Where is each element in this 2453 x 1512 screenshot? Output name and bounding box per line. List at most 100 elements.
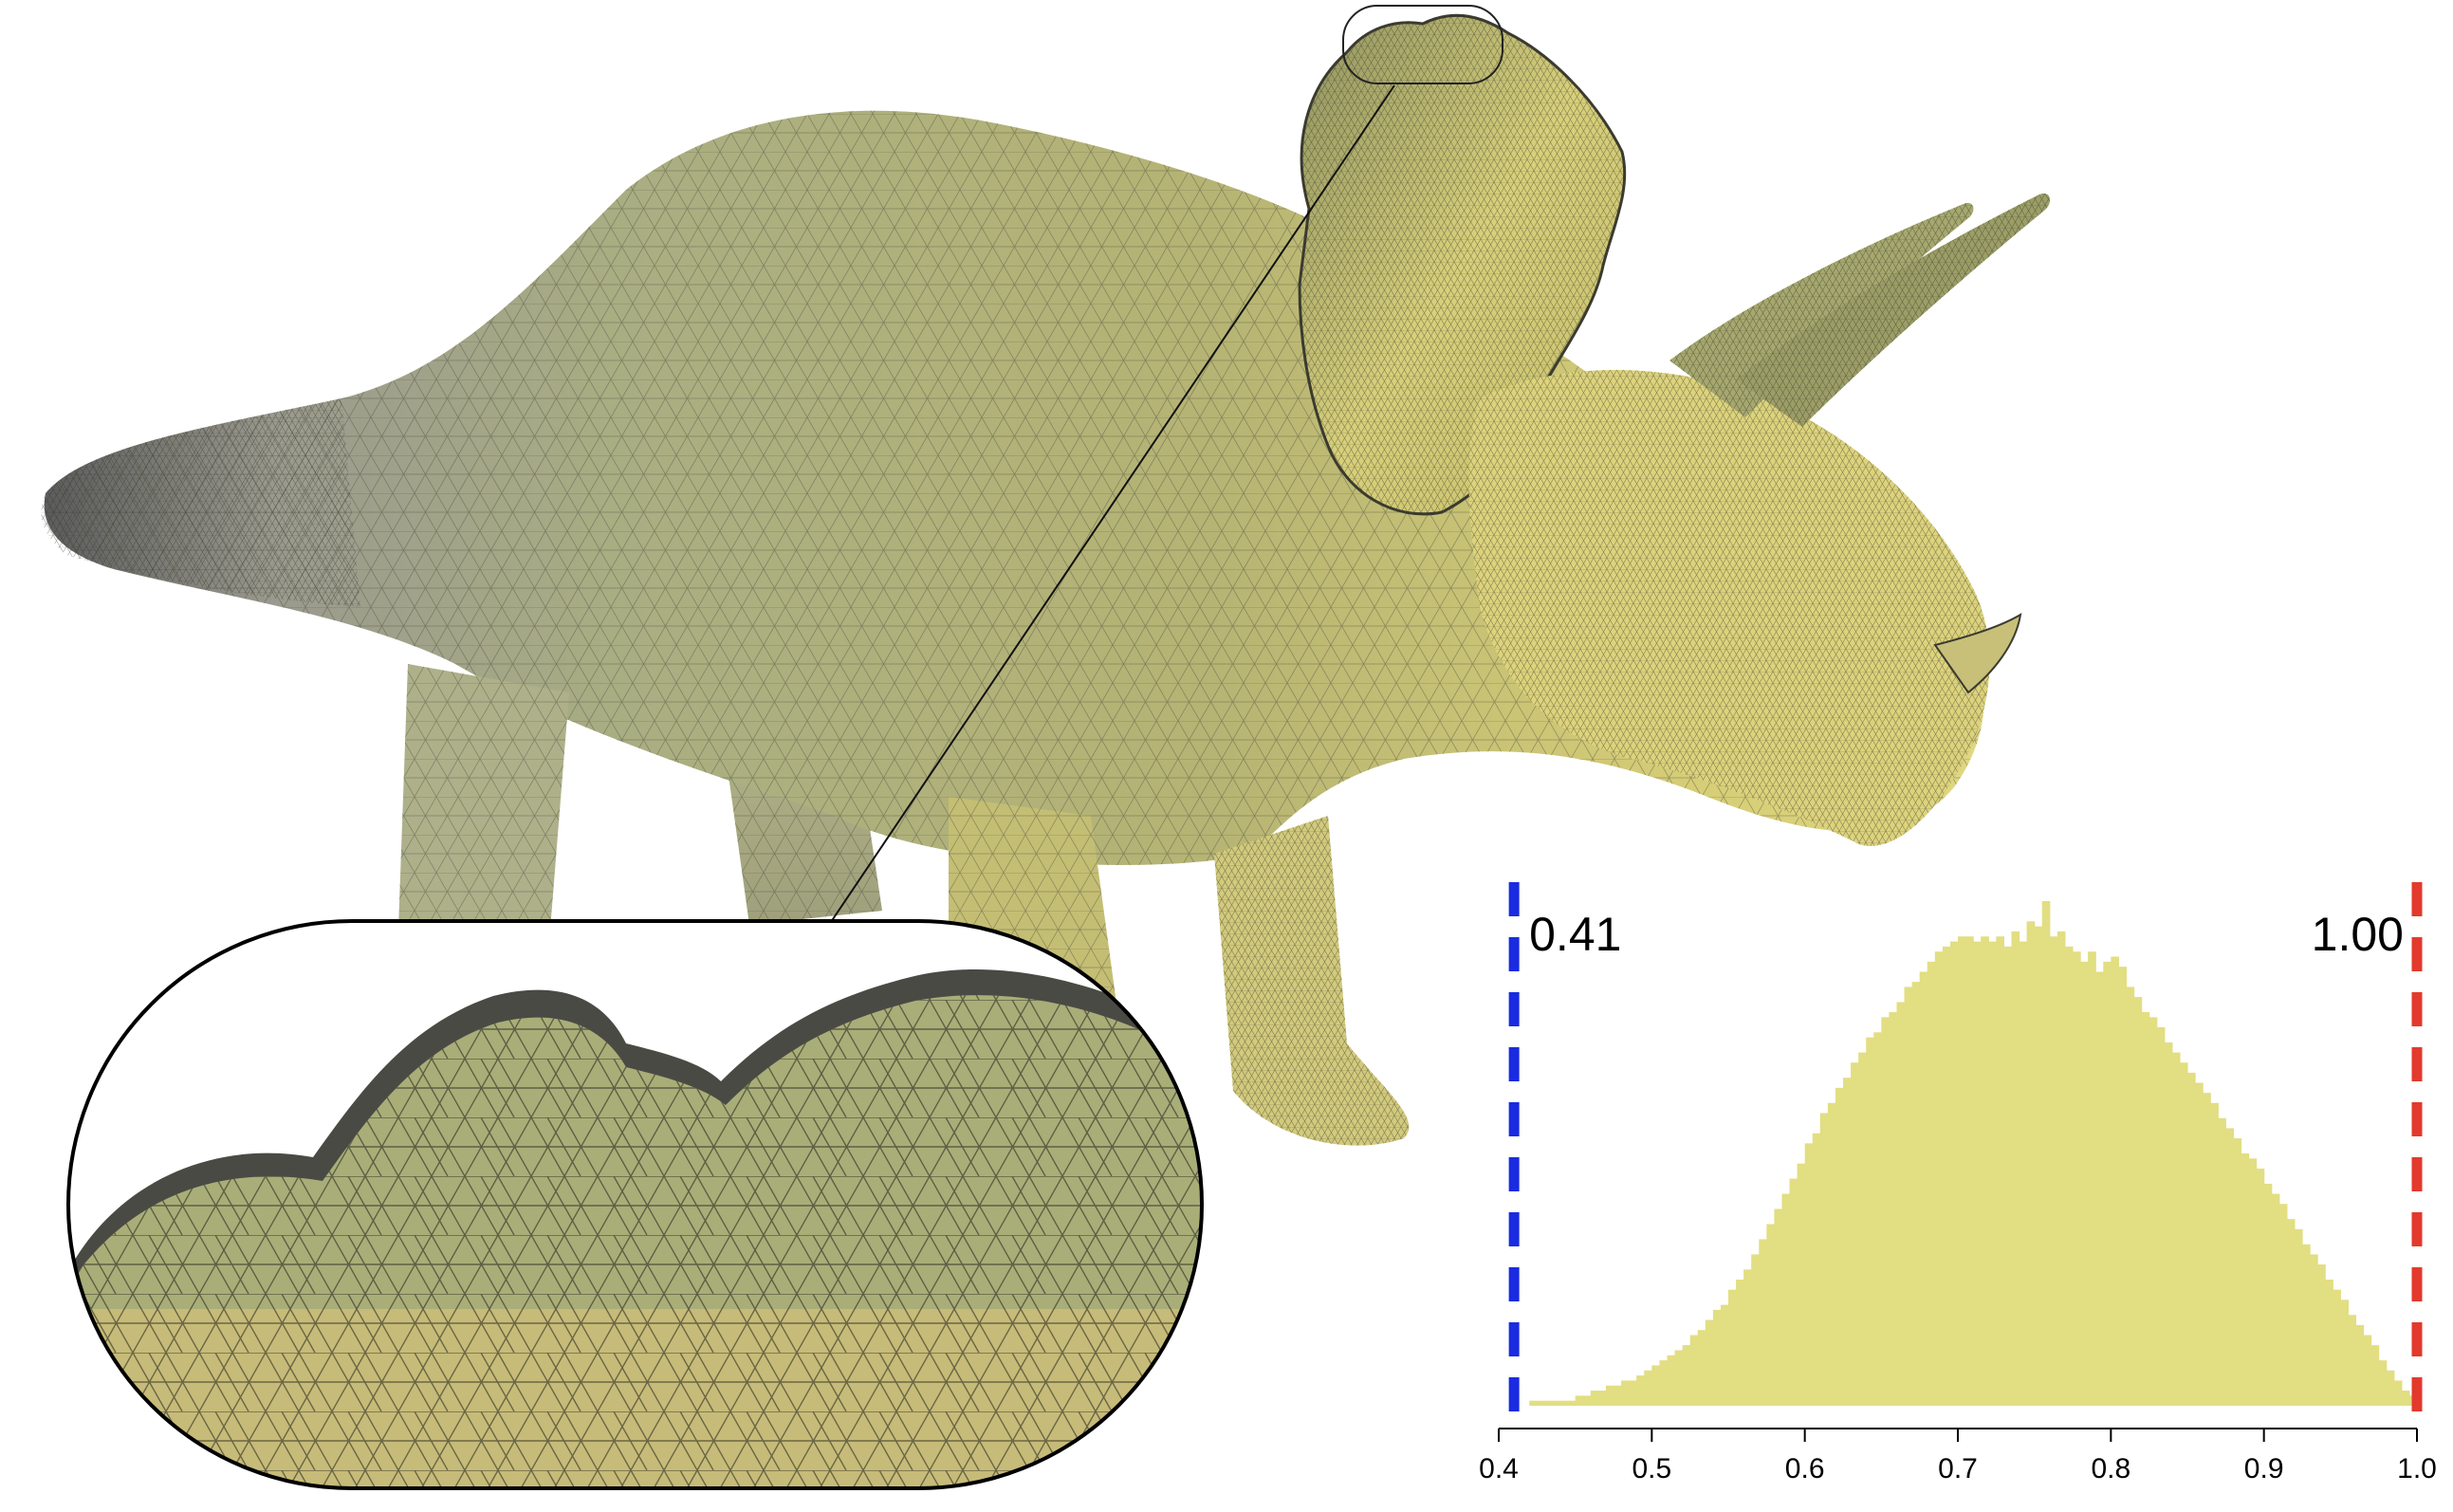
brow-horns-mesh bbox=[1669, 193, 2051, 427]
histogram-bar bbox=[1590, 1391, 1599, 1406]
histogram-bar bbox=[1881, 1017, 1890, 1406]
histogram-bar bbox=[2080, 961, 2089, 1406]
histogram-bar bbox=[1958, 936, 1966, 1406]
x-axis-ticks: 0.4 0.5 0.6 0.7 0.8 0.9 1.0 bbox=[1479, 1429, 2437, 1484]
histogram-bar bbox=[1651, 1365, 1660, 1406]
histogram-bar bbox=[2149, 1017, 2158, 1406]
histogram-bar bbox=[1942, 946, 1951, 1406]
x-tick-label: 0.8 bbox=[2091, 1453, 2130, 1484]
histogram-bar bbox=[1781, 1193, 1791, 1406]
x-tick-label: 0.9 bbox=[2244, 1453, 2284, 1484]
histogram-bar bbox=[1919, 971, 1928, 1406]
inset-border bbox=[66, 919, 1204, 1490]
histogram-bar bbox=[1889, 1012, 1898, 1406]
histogram-bar bbox=[1728, 1289, 1737, 1406]
histogram-bar bbox=[2156, 1027, 2166, 1406]
histogram-bar bbox=[2225, 1128, 2234, 1406]
histogram-bar bbox=[1981, 936, 1989, 1406]
histogram-bar bbox=[1896, 1002, 1906, 1406]
histogram-bar bbox=[1575, 1395, 1584, 1406]
histogram-bar bbox=[1682, 1345, 1691, 1406]
histogram-bar bbox=[2363, 1335, 2372, 1406]
histogram-bar bbox=[2011, 931, 2020, 1406]
histogram-bar bbox=[1835, 1087, 1844, 1406]
histogram-bar bbox=[2401, 1391, 2410, 1406]
histogram-bar bbox=[1529, 1400, 1538, 1406]
zoom-inset bbox=[66, 919, 1204, 1490]
front-far-leg-mesh bbox=[1214, 816, 1410, 1146]
histogram-bar bbox=[1751, 1254, 1760, 1406]
histogram-bar bbox=[1644, 1370, 1652, 1406]
histogram-bar bbox=[2026, 921, 2036, 1406]
zoom-leader-line bbox=[830, 84, 1395, 923]
x-tick-label: 0.7 bbox=[1938, 1453, 1978, 1484]
histogram-bar bbox=[1789, 1178, 1798, 1406]
histogram-bar bbox=[2210, 1102, 2219, 1406]
histogram-bar bbox=[2133, 997, 2143, 1406]
max-marker-label: 1.00 bbox=[2312, 908, 2404, 961]
histogram-bar bbox=[2126, 986, 2135, 1406]
histogram-bar bbox=[2141, 1012, 2150, 1406]
histogram-bar bbox=[2003, 946, 2013, 1406]
back-near-leg-mesh bbox=[398, 664, 569, 930]
triceratops-mesh bbox=[41, 5, 2051, 1146]
nose-horn bbox=[1933, 613, 2022, 694]
histogram-bar bbox=[1934, 951, 1944, 1406]
quality-histogram: 0.41 1.00 0.4 0.5 0.6 0.7 0.8 0.9 1.0 bbox=[1479, 882, 2437, 1484]
histogram-bar bbox=[2195, 1082, 2204, 1406]
histogram-bar bbox=[1552, 1400, 1561, 1406]
head-mesh bbox=[1468, 370, 1990, 846]
histogram-bar bbox=[2340, 1300, 2349, 1406]
histogram-bar bbox=[2348, 1315, 2357, 1406]
histogram-bar bbox=[1712, 1309, 1722, 1406]
zoom-source-frame bbox=[1342, 5, 1503, 84]
histogram-bar bbox=[1843, 1078, 1852, 1406]
histogram-bar bbox=[1996, 936, 2004, 1406]
histogram-bar bbox=[1629, 1380, 1637, 1406]
histogram-bar bbox=[1743, 1269, 1752, 1406]
histogram-bar bbox=[2164, 1042, 2173, 1406]
histogram-markers: 0.41 1.00 bbox=[1508, 882, 2423, 1427]
histogram-bar bbox=[1819, 1113, 1829, 1406]
histogram-bar bbox=[1689, 1335, 1699, 1406]
histogram-bar bbox=[1636, 1375, 1645, 1406]
histogram-bar bbox=[1965, 936, 1974, 1406]
histogram-bar bbox=[1720, 1304, 1729, 1406]
histogram-bar bbox=[1774, 1208, 1783, 1406]
histogram-bar bbox=[2179, 1062, 2188, 1406]
histogram-bar bbox=[2187, 1072, 2196, 1406]
histogram-bar bbox=[2019, 941, 2028, 1406]
histogram-bar bbox=[2294, 1228, 2303, 1406]
x-tick-label: 0.5 bbox=[1632, 1453, 1671, 1484]
histogram-bar bbox=[2118, 967, 2128, 1406]
tail-tip bbox=[41, 398, 361, 607]
histogram-bar bbox=[1537, 1400, 1545, 1406]
body-mesh bbox=[44, 110, 1984, 865]
histogram-bar bbox=[1904, 986, 1913, 1406]
histogram-bar bbox=[2325, 1280, 2333, 1406]
histogram-bar bbox=[2393, 1380, 2403, 1406]
histogram-bar bbox=[1559, 1400, 1569, 1406]
x-tick-label: 0.6 bbox=[1785, 1453, 1825, 1484]
histogram-bar bbox=[1804, 1143, 1814, 1406]
histogram-bar bbox=[1949, 941, 1959, 1406]
histogram-bar bbox=[2056, 931, 2066, 1406]
histogram-bar bbox=[2203, 1093, 2211, 1406]
histogram-bar bbox=[2248, 1158, 2258, 1406]
histogram-bar bbox=[1674, 1350, 1684, 1406]
histogram-bar bbox=[1621, 1380, 1630, 1406]
histogram-bar bbox=[1858, 1052, 1867, 1406]
histogram-bar bbox=[2271, 1193, 2280, 1406]
histogram-bar bbox=[2218, 1117, 2226, 1406]
histogram-bar bbox=[1988, 941, 1997, 1406]
histogram-bar bbox=[2064, 946, 2074, 1406]
histogram-bar bbox=[1873, 1032, 1882, 1406]
histogram-bar bbox=[1582, 1395, 1592, 1406]
histogram-bar bbox=[2103, 961, 2112, 1406]
histogram-bar bbox=[1759, 1239, 1767, 1406]
histogram-bar bbox=[1866, 1037, 1874, 1406]
histogram-bar bbox=[1597, 1391, 1607, 1406]
histogram-bar bbox=[2241, 1153, 2250, 1406]
histogram-bar bbox=[1927, 961, 1936, 1406]
inset-mesh bbox=[68, 995, 1202, 1488]
